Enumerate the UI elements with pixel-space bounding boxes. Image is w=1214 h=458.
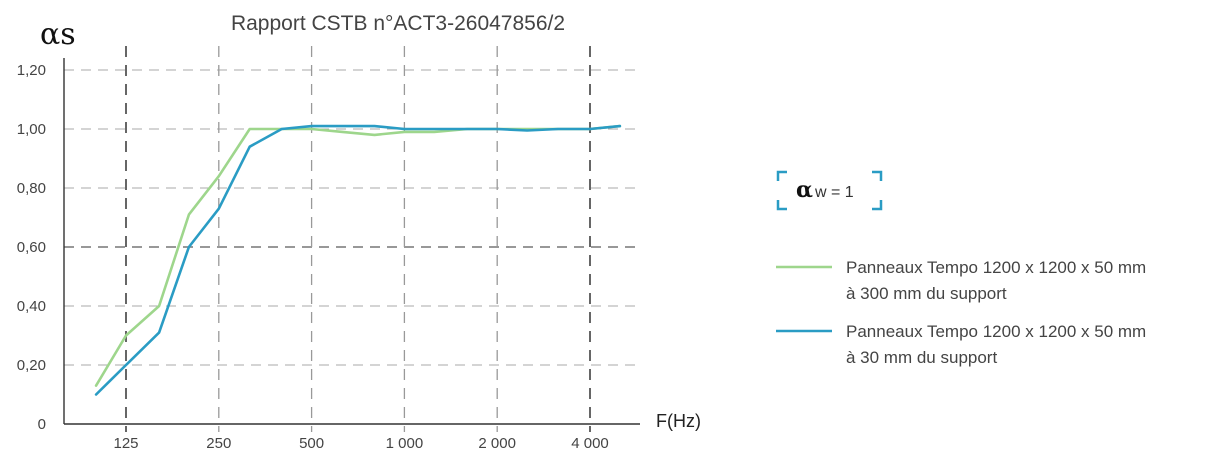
- y-tick-label: 1,00: [17, 121, 46, 138]
- x-tick-label: 1 000: [386, 435, 424, 452]
- series-line-300mm: [94, 124, 622, 387]
- y-tick-label: 0,40: [17, 298, 46, 315]
- chart-title: Rapport CSTB n°ACT3-26047856/2: [231, 12, 565, 35]
- bracket-bottom-right: [872, 200, 883, 211]
- x-tick-label: 2 000: [478, 435, 516, 452]
- alpha-w-value: w = 1: [814, 184, 854, 201]
- y-tick-label: 0,80: [17, 180, 46, 197]
- x-tick-label: 250: [206, 435, 231, 452]
- bracket-bottom-left: [776, 200, 787, 211]
- series-line-30mm: [94, 124, 622, 396]
- alpha-symbol: α: [796, 177, 813, 203]
- bracket-top-left: [776, 170, 787, 181]
- x-tick-label: 125: [113, 435, 138, 452]
- x-tick-label: 500: [299, 435, 324, 452]
- y-tick-label: 0,60: [17, 239, 46, 256]
- bracket-top-right: [872, 170, 883, 181]
- legend-label-30mm-line1: Panneaux Tempo 1200 x 1200 x 50 mm: [846, 322, 1146, 341]
- legend-label-300mm-line1: Panneaux Tempo 1200 x 1200 x 50 mm: [846, 258, 1146, 277]
- x-tick-label: 4 000: [571, 435, 609, 452]
- y-tick-label: 0: [38, 416, 46, 433]
- legend: Panneaux Tempo 1200 x 1200 x 50 mm à 300…: [776, 258, 1146, 367]
- legend-label-300mm-line2: à 300 mm du support: [846, 284, 1007, 303]
- x-axis-title: F(Hz): [656, 411, 701, 431]
- y-tick-label: 0,20: [17, 357, 46, 374]
- tick-labels: 0 0,20 0,40 0,60 0,80 1,00 1,20 125 250 500 1 000 2…: [17, 62, 609, 452]
- y-axis-title: αs: [40, 17, 76, 52]
- axes: [63, 58, 640, 425]
- grid: [64, 46, 640, 432]
- series-lines: [94, 124, 622, 396]
- y-tick-label: 1,20: [17, 62, 46, 79]
- legend-label-30mm-line2: à 30 mm du support: [846, 348, 997, 367]
